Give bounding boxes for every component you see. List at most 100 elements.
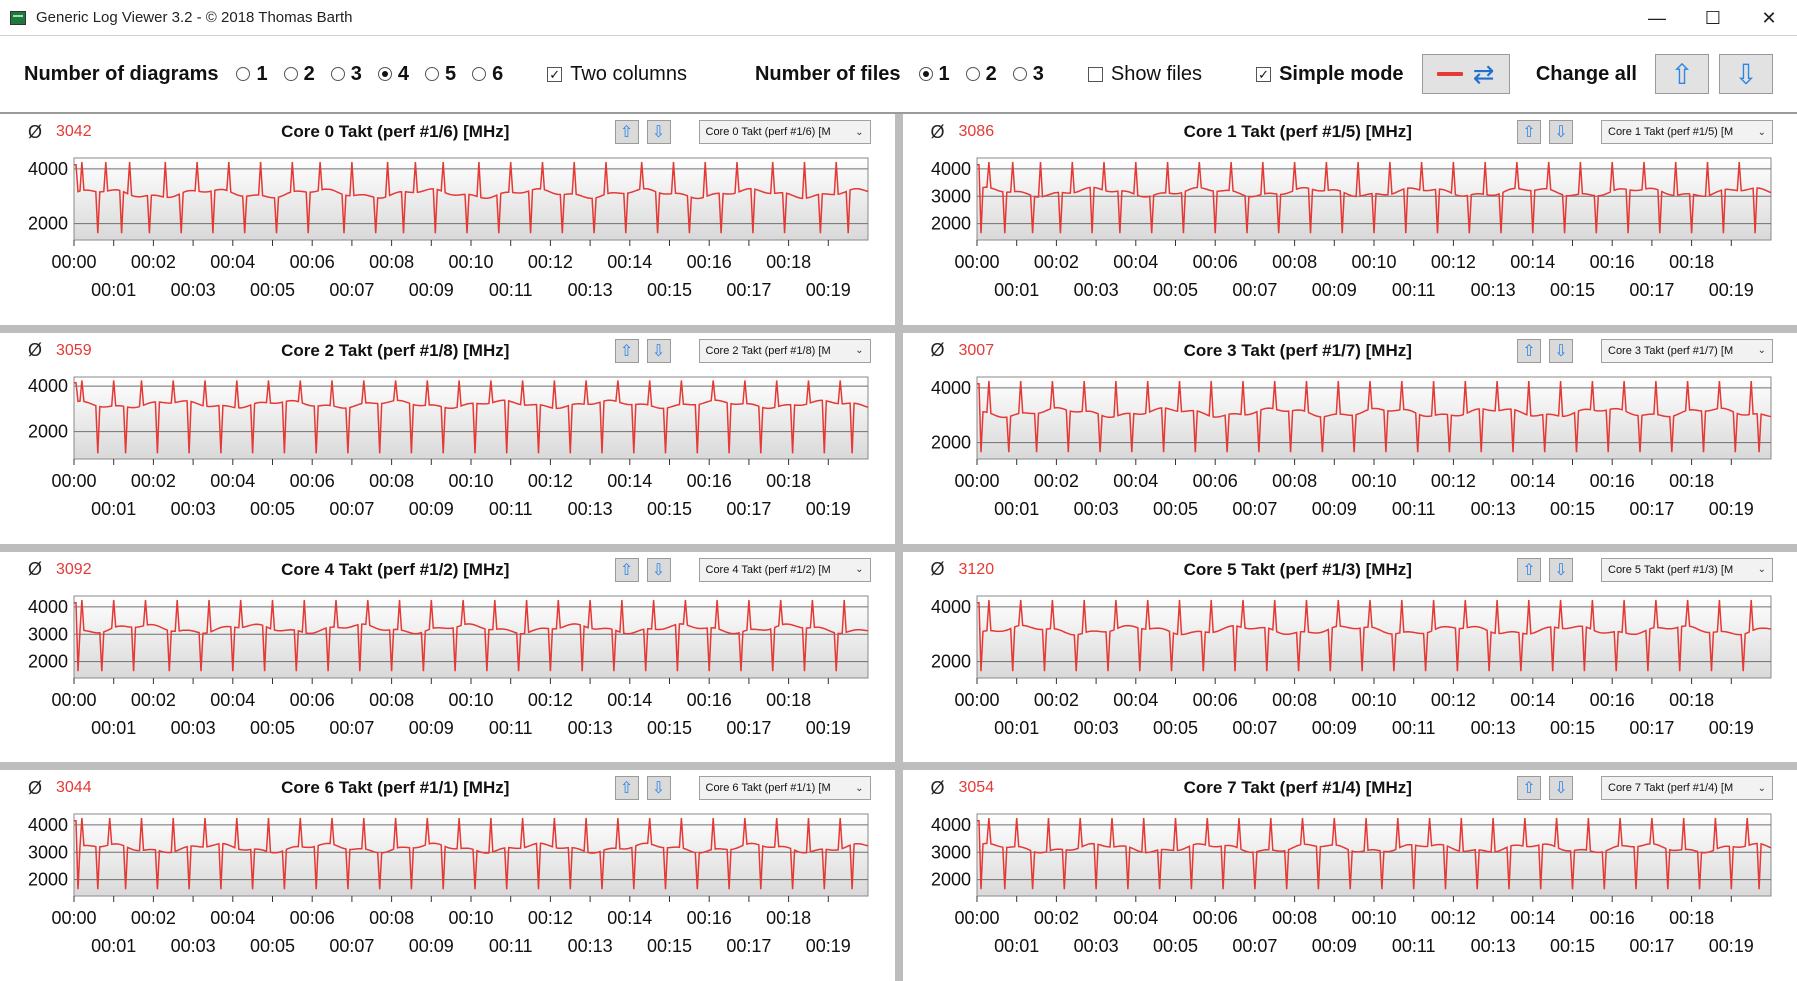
sensor-select[interactable]: Core 6 Takt (perf #1/1) [M ⌄ (698, 776, 871, 801)
file-radio-circle[interactable] (965, 67, 980, 81)
x-tick-label: 00:04 (210, 252, 255, 272)
diagram-radio-circle[interactable] (330, 67, 345, 81)
x-tick-label: 00:14 (607, 690, 652, 710)
change-all-up-button[interactable]: ⇧ (1655, 54, 1709, 94)
diagram-radio-5[interactable]: 5 (424, 63, 456, 86)
panel-down-button[interactable]: ⇩ (646, 776, 671, 801)
file-radio-2[interactable]: 2 (965, 63, 997, 86)
simple-mode-toggle[interactable]: ✓ Simple mode (1256, 63, 1411, 86)
x-tick-label: 00:03 (171, 280, 216, 300)
x-tick-label: 00:06 (290, 471, 335, 491)
diagram-radio-circle[interactable] (283, 67, 298, 81)
panel-up-button[interactable]: ⇧ (1517, 338, 1541, 363)
panel-up-button[interactable]: ⇧ (1517, 557, 1541, 582)
diagram-radio-label: 1 (256, 62, 268, 85)
panel-down-button[interactable]: ⇩ (1549, 120, 1573, 144)
x-tick-label: 00:16 (687, 252, 732, 272)
x-tick-label: 00:18 (1669, 471, 1714, 491)
x-tick-label: 00:14 (1510, 471, 1555, 491)
x-tick-label: 00:07 (329, 718, 374, 738)
file-radio-3[interactable]: 3 (1012, 63, 1044, 86)
x-tick-label: 00:09 (409, 718, 454, 738)
panel-down-button[interactable]: ⇩ (646, 557, 671, 582)
diagram-panel-4: Ø 3092 Core 4 Takt (perf #1/2) [MHz] ⇧ ⇩ Core… (0, 551, 895, 763)
panel-down-button[interactable]: ⇩ (1549, 338, 1573, 363)
sensor-select[interactable]: Core 4 Takt (perf #1/2) [M ⌄ (698, 557, 871, 582)
x-tick-label: 00:08 (1272, 690, 1317, 710)
chevron-down-icon: ⌄ (1757, 564, 1766, 575)
x-tick-label: 00:12 (528, 690, 573, 710)
close-button[interactable]: ✕ (1761, 7, 1777, 28)
x-tick-label: 00:04 (1113, 471, 1158, 491)
average-symbol: Ø (930, 559, 945, 579)
x-tick-label: 00:15 (647, 936, 692, 956)
x-tick-label: 00:15 (647, 499, 692, 519)
maximize-button[interactable]: ☐ (1704, 7, 1722, 28)
panel-up-button[interactable]: ⇧ (614, 776, 639, 801)
chevron-down-icon: ⌄ (855, 782, 864, 794)
file-radio-circle[interactable] (1012, 67, 1027, 81)
x-tick-label: 00:04 (210, 690, 255, 710)
x-tick-label: 00:15 (1549, 499, 1594, 519)
files-label: Number of files (754, 62, 901, 85)
x-tick-label: 00:02 (131, 690, 176, 710)
color-refresh-button[interactable]: ⇄ (1421, 54, 1510, 94)
simple-mode-checkbox[interactable]: ✓ (1256, 66, 1272, 82)
panel-header: Ø 3086 Core 1 Takt (perf #1/5) [MHz] ⇧ ⇩ Core… (903, 114, 1797, 150)
minimize-button[interactable]: — (1648, 7, 1666, 28)
panel-up-button[interactable]: ⇧ (614, 120, 639, 144)
show-files-checkbox[interactable] (1087, 66, 1103, 82)
x-tick-label: 00:17 (1629, 280, 1674, 300)
panel-up-button[interactable]: ⇧ (614, 557, 639, 582)
panel-down-button[interactable]: ⇩ (646, 120, 671, 144)
diagram-panel-3: Ø 3007 Core 3 Takt (perf #1/7) [MHz] ⇧ ⇩ Core… (902, 332, 1797, 544)
two-columns-toggle[interactable]: ✓ Two columns (547, 63, 687, 86)
x-tick-label: 00:13 (1470, 280, 1515, 300)
window-controls: — ☐ ✕ (1629, 0, 1797, 35)
diagram-radio-1[interactable]: 1 (236, 62, 268, 86)
diagram-radio-3[interactable]: 3 (330, 63, 362, 86)
change-all-down-button[interactable]: ⇩ (1719, 54, 1773, 94)
sensor-select[interactable]: Core 5 Takt (perf #1/3) [M ⌄ (1601, 557, 1773, 582)
panel-up-button[interactable]: ⇧ (1517, 120, 1541, 144)
average-value: 3044 (56, 779, 92, 797)
x-tick-label: 00:19 (1708, 499, 1753, 519)
sensor-select[interactable]: Core 7 Takt (perf #1/4) [M ⌄ (1601, 776, 1773, 801)
panel-up-button[interactable]: ⇧ (614, 338, 639, 363)
x-tick-label: 00:11 (489, 936, 533, 956)
sensor-select[interactable]: Core 1 Takt (perf #1/5) [M ⌄ (1601, 120, 1773, 144)
panel-down-button[interactable]: ⇩ (1549, 776, 1573, 801)
file-radio-circle[interactable] (918, 67, 933, 81)
diagram-radio-6[interactable]: 6 (472, 63, 503, 86)
x-tick-label: 00:19 (806, 499, 851, 519)
file-radio-1[interactable]: 1 (918, 63, 950, 86)
diagram-radio-4[interactable]: 4 (377, 63, 409, 86)
panel-down-button[interactable]: ⇩ (646, 338, 671, 363)
sensor-select[interactable]: Core 0 Takt (perf #1/6) [M ⌄ (698, 120, 871, 144)
x-tick-label: 00:12 (1430, 471, 1475, 491)
x-tick-label: 00:05 (250, 936, 295, 956)
x-tick-label: 00:12 (1430, 690, 1475, 710)
panel-up-button[interactable]: ⇧ (1517, 776, 1541, 801)
x-tick-label: 00:09 (1311, 936, 1356, 956)
panel-down-button[interactable]: ⇩ (1549, 557, 1573, 582)
x-tick-label: 00:04 (1113, 908, 1158, 928)
sensor-select[interactable]: Core 2 Takt (perf #1/8) [M ⌄ (698, 338, 871, 363)
y-tick-label: 2000 (930, 651, 970, 671)
diagram-radio-circle[interactable] (377, 67, 392, 81)
diagram-radio-2[interactable]: 2 (283, 63, 315, 86)
diagram-radio-circle[interactable] (236, 67, 251, 81)
x-tick-label: 00:19 (806, 718, 851, 738)
diagram-radio-circle[interactable] (424, 67, 439, 81)
x-tick-label: 00:18 (1669, 690, 1714, 710)
two-columns-checkbox[interactable]: ✓ (547, 66, 563, 82)
x-tick-label: 00:00 (954, 690, 999, 710)
diagram-panel-7: Ø 3054 Core 7 Takt (perf #1/4) [MHz] ⇧ ⇩ Core… (902, 770, 1797, 981)
x-tick-label: 00:03 (1073, 936, 1118, 956)
x-tick-label: 00:17 (1629, 499, 1674, 519)
show-files-toggle[interactable]: Show files (1087, 63, 1202, 86)
diagram-radio-circle[interactable] (472, 67, 487, 81)
x-tick-label: 00:16 (1589, 690, 1634, 710)
sensor-select[interactable]: Core 3 Takt (perf #1/7) [M ⌄ (1601, 338, 1773, 363)
x-tick-label: 00:02 (1033, 471, 1078, 491)
